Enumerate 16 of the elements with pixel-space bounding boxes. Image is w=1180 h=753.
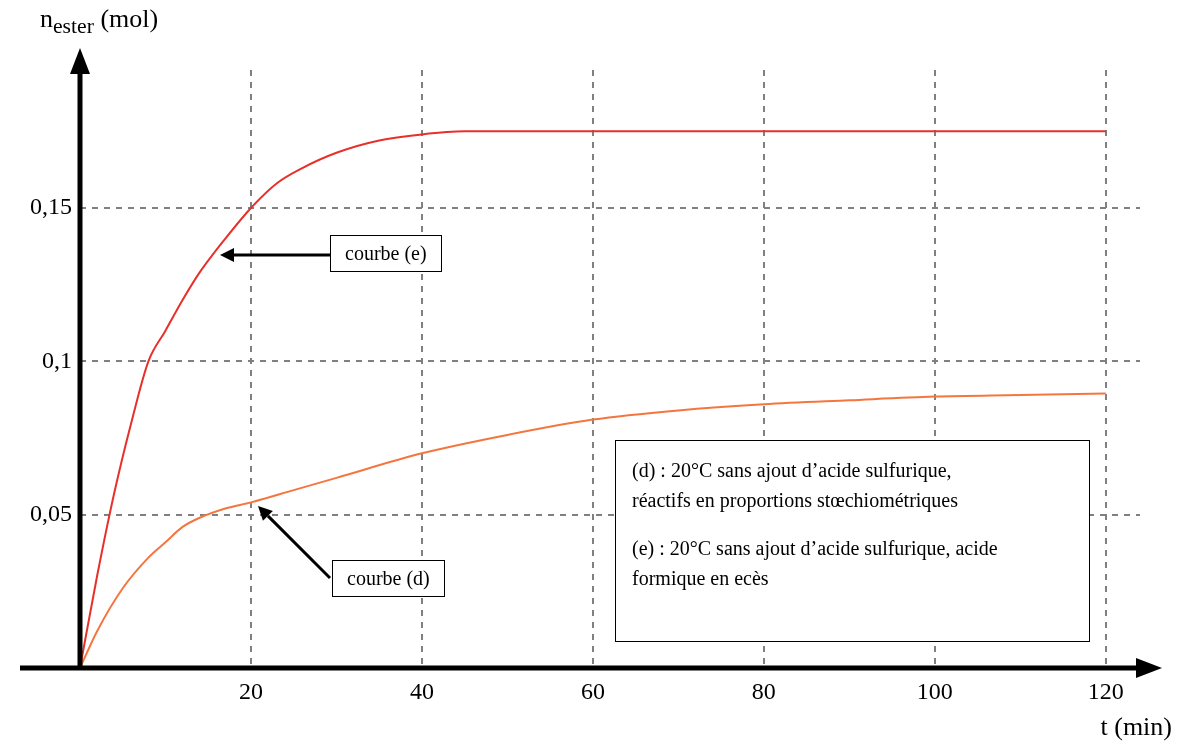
x-tick-label: 100 [916,677,953,704]
x-tick-label: 120 [1087,677,1124,704]
annotation: (d) : 20°C sans ajout d’acide sulfurique, réactifs en proportions stœchiométriques [632,458,960,514]
y-axis-title: n$_{ester}$ (mol) [40,4,159,40]
annotation: (e) : 20°C sans ajout d’acide sulfurique, acide formique en ecès [632,536,999,592]
x-tick-label: 40 [409,677,434,704]
y-tick-label: 0,15 [30,193,72,220]
x-axis-title: t (min) [1100,712,1172,742]
annotation: courbe (d) [332,560,445,597]
y-tick-label: 0,05 [30,499,72,526]
y-tick-label: 0,1 [42,346,72,373]
annotation: courbe (e) [330,235,442,272]
x-tick-label: 20 [238,677,263,704]
note-box: (d) : 20°C sans ajout d’acide sulfurique, réactifs en proportions stœchiométriques (e) : 20°C sans ajout d’acide sulfurique, acide formique en ecès [615,440,1090,642]
x-tick-label: 80 [751,677,776,704]
x-tick-label: 60 [580,677,605,704]
